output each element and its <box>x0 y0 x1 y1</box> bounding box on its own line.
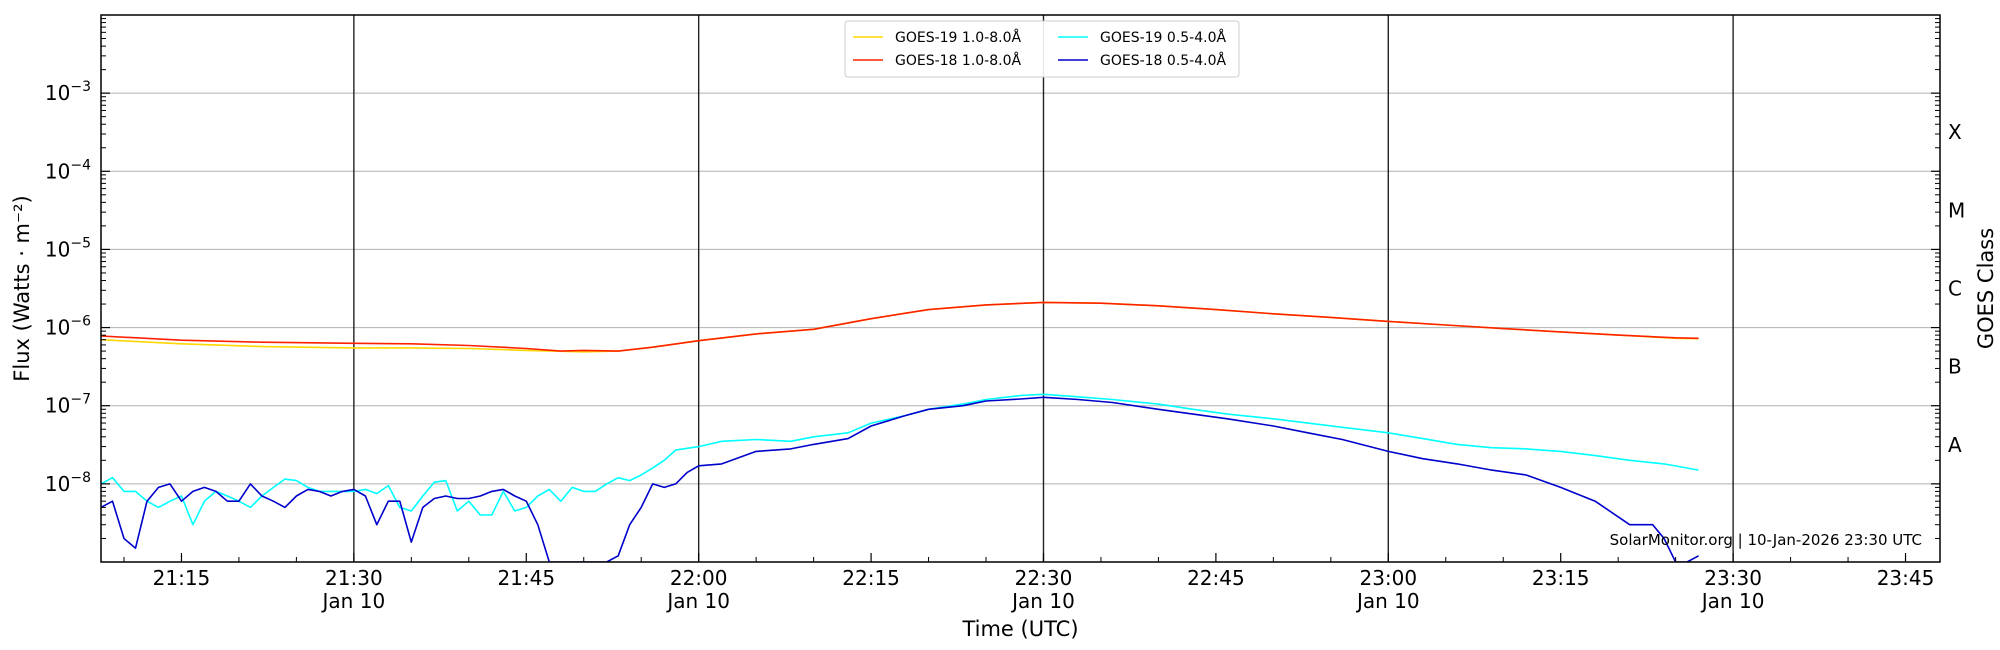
y-tick-label: 10−3 <box>45 79 91 105</box>
x-tick-date-label: Jan 10 <box>1700 589 1765 613</box>
legend-entry-label: GOES-19 0.5-4.0Å <box>1100 29 1226 46</box>
x-tick-date-label: Jan 10 <box>1010 589 1075 613</box>
y-axis-title: Flux (Watts · m⁻²) <box>10 195 34 381</box>
x-tick-label: 23:30 <box>1704 566 1762 590</box>
x-tick-label: 23:15 <box>1532 566 1590 590</box>
series-line <box>101 396 1699 562</box>
x-tick-label: 22:00 <box>670 566 728 590</box>
goes-class-label: C <box>1948 277 1962 301</box>
time-markers <box>353 15 1734 562</box>
x-axis-title: Time (UTC) <box>961 617 1078 641</box>
goes-class-label: B <box>1948 355 1962 379</box>
grid-lines <box>101 92 1940 485</box>
source-credit: SolarMonitor.org | 10-Jan-2026 23:30 UTC <box>1610 531 1922 549</box>
legend-entry-label: GOES-19 1.0-8.0Å <box>895 29 1021 46</box>
y-tick-label: 10−6 <box>45 314 91 340</box>
legend: GOES-19 1.0-8.0Å GOES-18 1.0-8.0Å GOES-19 … <box>844 20 1240 78</box>
x-tick-label: 22:45 <box>1187 566 1245 590</box>
x-tick-label: 22:30 <box>1015 566 1073 590</box>
legend-entry-label: GOES-18 0.5-4.0Å <box>1100 52 1226 69</box>
x-tick-label: 21:15 <box>153 566 211 590</box>
goes-class-axis-title: GOES Class <box>1974 228 1998 349</box>
y-tick-label: 10−4 <box>45 157 91 183</box>
x-tick-label: 23:45 <box>1877 566 1935 590</box>
plot-frame <box>100 14 1941 563</box>
legend-entry-label: GOES-18 1.0-8.0Å <box>895 52 1021 69</box>
goes-class-label: M <box>1948 198 1965 222</box>
series-line <box>101 301 1699 352</box>
x-tick-label: 22:15 <box>842 566 900 590</box>
x-tick-date-label: Jan 10 <box>321 589 386 613</box>
y-tick-label: 10−5 <box>45 235 91 261</box>
legend-box <box>844 20 1240 78</box>
y-tick-label: 10−8 <box>45 470 91 496</box>
x-tick-label: 21:45 <box>497 566 555 590</box>
series-line <box>101 393 1699 526</box>
axis-ticks <box>101 18 1940 562</box>
x-tick-label: 23:00 <box>1359 566 1417 590</box>
y-tick-label: 10−7 <box>45 392 91 418</box>
x-tick-date-label: Jan 10 <box>1355 589 1420 613</box>
goes-class-label: X <box>1948 120 1962 144</box>
x-tick-date-label: Jan 10 <box>665 589 730 613</box>
x-tick-label: 21:30 <box>325 566 383 590</box>
series-lines <box>101 301 1699 562</box>
goes-class-label: A <box>1948 433 1962 457</box>
